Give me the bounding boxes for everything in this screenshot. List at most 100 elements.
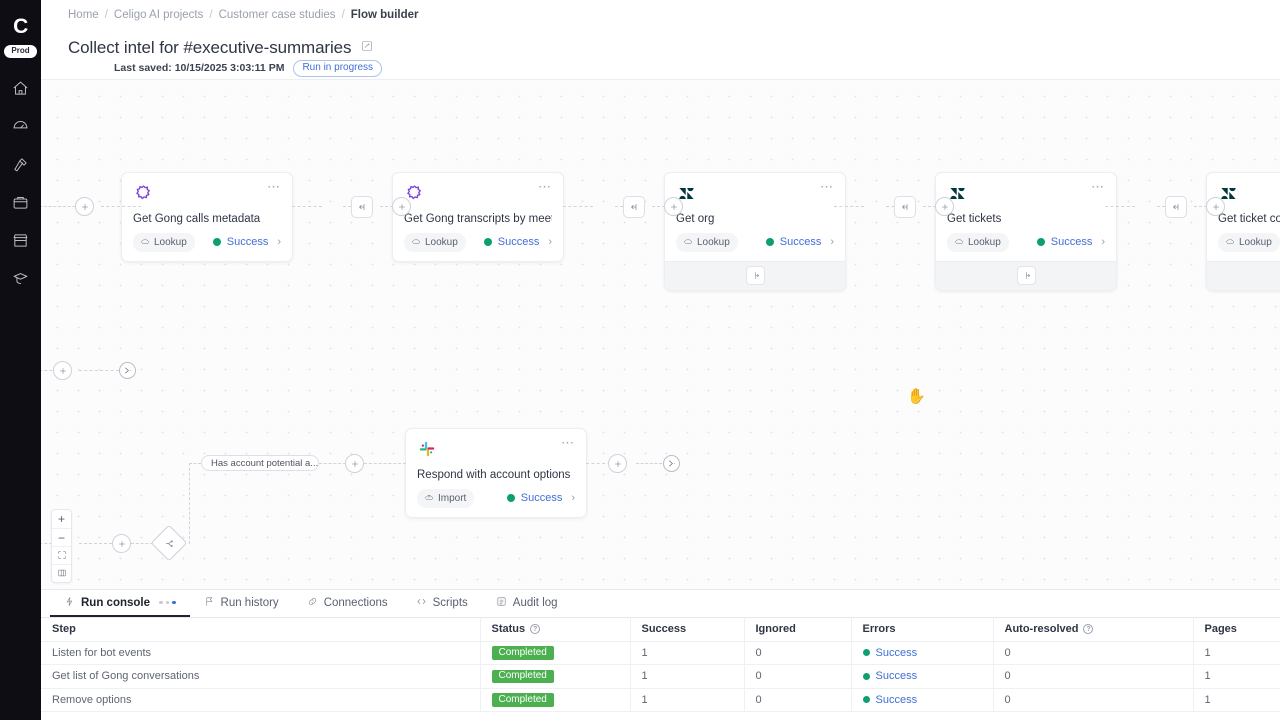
- edge-connector: [652, 206, 675, 207]
- flow-terminator-node[interactable]: [663, 455, 680, 472]
- tab-connections[interactable]: Connections: [293, 590, 402, 617]
- sidebar-item-dashboard[interactable]: [6, 114, 36, 144]
- flow-node-get-org[interactable]: ⋯ Get org Lookup Success ›: [664, 172, 846, 291]
- column-header-success[interactable]: Success: [630, 617, 745, 642]
- edge-connector: [79, 543, 112, 544]
- table-row[interactable]: Get list of Gong conversations Completed…: [41, 664, 1280, 689]
- edge-connector: [563, 206, 593, 207]
- add-step-button[interactable]: [608, 454, 627, 473]
- column-label: Ignored: [755, 623, 796, 636]
- add-step-button[interactable]: [53, 361, 72, 380]
- run-status-badge[interactable]: Run in progress: [293, 60, 383, 77]
- column-header-ignored[interactable]: Ignored: [744, 617, 852, 642]
- node-menu-button[interactable]: ⋯: [538, 179, 552, 194]
- sidebar-item-tools[interactable]: [6, 152, 36, 182]
- flow-node-respond-slack[interactable]: ⋯ Respond with account options Import Su…: [405, 428, 587, 518]
- node-menu-button[interactable]: ⋯: [267, 179, 281, 194]
- node-menu-button[interactable]: ⋯: [1091, 179, 1105, 194]
- folder-icon: [12, 194, 29, 216]
- tab-label: Run console: [81, 596, 151, 609]
- node-status[interactable]: Success ›: [1036, 236, 1105, 248]
- breadcrumb-item-celigo-ai-projects[interactable]: Celigo AI projects: [113, 8, 204, 21]
- node-menu-button[interactable]: ⋯: [820, 179, 834, 194]
- tab-run-history[interactable]: Run history: [190, 590, 293, 617]
- expand-drawer-button[interactable]: [1016, 266, 1036, 285]
- node-status[interactable]: Success ›: [483, 236, 552, 249]
- branch-icon: [164, 538, 175, 549]
- tab-run-console[interactable]: Run console: [50, 590, 190, 617]
- status-badge: Completed: [491, 669, 554, 684]
- add-step-button[interactable]: [1206, 197, 1225, 216]
- lookup-icon: [954, 236, 964, 249]
- sidebar-item-flows[interactable]: [6, 190, 36, 220]
- table-row[interactable]: Remove options Completed 1 0 Success 0 1: [41, 688, 1280, 712]
- sidebar-item-learn[interactable]: [6, 266, 36, 296]
- zoom-out-button[interactable]: −: [52, 528, 71, 546]
- add-step-button[interactable]: [75, 197, 94, 216]
- node-status[interactable]: Success ›: [506, 492, 575, 504]
- status-dot-icon: [765, 238, 774, 247]
- help-icon[interactable]: ?: [530, 624, 541, 635]
- errors-label[interactable]: Success: [875, 693, 918, 706]
- errors-label[interactable]: Success: [875, 646, 918, 659]
- node-title: Get tickets: [947, 213, 1002, 225]
- column-header-step[interactable]: Step: [41, 617, 481, 642]
- help-icon[interactable]: ?: [1083, 624, 1094, 635]
- branch-merge-button[interactable]: [351, 196, 373, 218]
- branch-merge-button[interactable]: [1165, 196, 1187, 218]
- edge-connector: [586, 463, 616, 464]
- column-header-pages[interactable]: Pages: [1193, 617, 1280, 642]
- errors-label[interactable]: Success: [875, 670, 918, 682]
- fit-view-button[interactable]: [52, 546, 71, 564]
- add-step-button[interactable]: [112, 534, 131, 553]
- status-badge: Completed: [491, 646, 554, 660]
- sidebar-item-marketplace[interactable]: [6, 228, 36, 258]
- toggle-panel-button[interactable]: [52, 564, 71, 582]
- flow-node-gong-transcripts[interactable]: ⋯ Get Gong transcripts by meeting Ids Lo…: [392, 172, 564, 262]
- environment-badge[interactable]: Prod: [4, 45, 37, 58]
- zendesk-icon: [947, 183, 967, 203]
- breadcrumb: Home / Celigo AI projects / Customer cas…: [68, 7, 419, 22]
- column-header-status[interactable]: Status?: [480, 617, 631, 642]
- add-step-button[interactable]: [935, 197, 954, 216]
- branch-merge-button[interactable]: [623, 196, 645, 218]
- branch-condition-label[interactable]: Has account potential a...: [201, 455, 319, 471]
- breadcrumb-item-home[interactable]: Home: [68, 8, 99, 21]
- table-row[interactable]: Listen for bot events Completed 1 0 Succ…: [41, 641, 1280, 665]
- flow-node-get-ticket-comments[interactable]: ⋯ Get ticket comments Lookup: [1206, 172, 1280, 291]
- edge-connector: [292, 206, 322, 207]
- lookup-icon: [140, 236, 150, 249]
- chevron-right-icon: ›: [548, 236, 552, 249]
- sidebar-item-home[interactable]: [6, 76, 36, 106]
- cell-ignored: 0: [744, 664, 852, 689]
- column-label: Auto-resolved: [1004, 623, 1079, 636]
- flow-node-gong-calls[interactable]: ⋯ Get Gong calls metadata Lookup Success…: [121, 172, 293, 262]
- flow-canvas[interactable]: ⋯ Get Gong calls metadata Lookup Success…: [41, 80, 1280, 589]
- column-header-auto-resolved[interactable]: Auto-resolved?: [993, 617, 1194, 642]
- breadcrumb-item-customer-case-studies[interactable]: Customer case studies: [218, 8, 336, 21]
- node-type-chip: Lookup: [947, 233, 1009, 252]
- flow-node-get-tickets[interactable]: ⋯ Get tickets Lookup Success ›: [935, 172, 1117, 291]
- tab-scripts[interactable]: Scripts: [402, 590, 482, 617]
- node-status[interactable]: Success ›: [765, 236, 834, 248]
- app-logo[interactable]: C: [13, 15, 28, 38]
- cell-auto-resolved: 0: [993, 664, 1194, 689]
- branch-decision-node[interactable]: [150, 524, 188, 562]
- column-header-errors[interactable]: Errors: [851, 617, 994, 642]
- fit-view-icon: [57, 550, 67, 562]
- node-type-label: Import: [438, 492, 467, 504]
- flow-terminator-node[interactable]: [119, 362, 136, 379]
- branch-merge-button[interactable]: [894, 196, 916, 218]
- tab-audit-log[interactable]: Audit log: [482, 590, 572, 617]
- edit-title-button[interactable]: [360, 41, 373, 55]
- add-step-button[interactable]: [664, 197, 683, 216]
- zoom-controls: + −: [51, 509, 72, 583]
- node-menu-button[interactable]: ⋯: [561, 435, 575, 450]
- node-status[interactable]: Success ›: [212, 236, 281, 248]
- zoom-in-button[interactable]: +: [57, 512, 65, 526]
- add-step-button[interactable]: [345, 454, 364, 473]
- expand-drawer-button[interactable]: [745, 266, 765, 285]
- gong-icon: [404, 183, 424, 203]
- loading-dots-indicator: [159, 600, 176, 605]
- add-step-button[interactable]: [392, 197, 411, 216]
